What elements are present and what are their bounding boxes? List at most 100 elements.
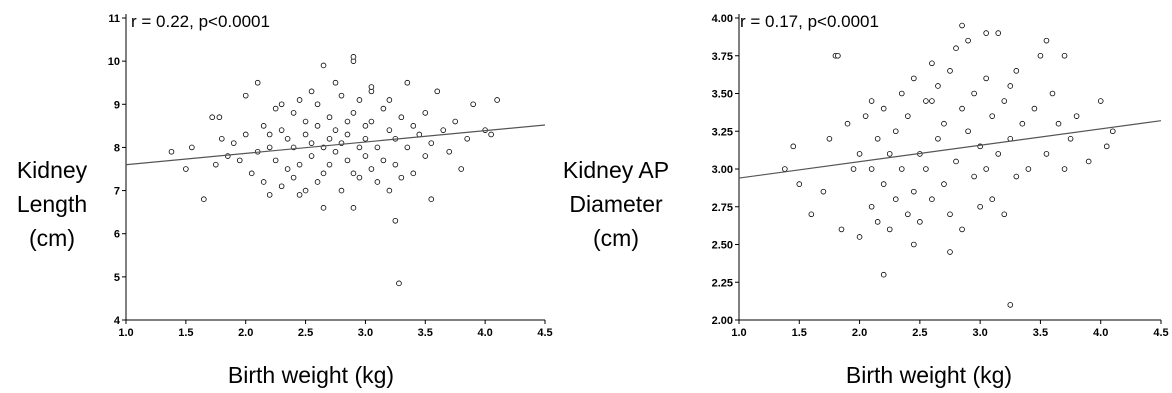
data-point [947,211,953,218]
data-point [338,92,345,99]
data-point [284,166,291,172]
data-point [971,90,977,97]
data-point [947,249,953,255]
data-point [904,211,911,218]
data-point [428,140,435,146]
data-point [236,157,243,164]
y-axis-label-line-3: (cm) [29,225,75,251]
data-point [911,241,917,248]
data-point [983,75,989,82]
data-point [941,120,947,127]
x-tick-label: 1.5 [792,327,807,339]
data-point [368,166,375,172]
data-point [1061,166,1068,172]
data-point [326,136,333,142]
data-point [398,114,405,121]
data-point [880,181,887,187]
data-point [350,110,357,116]
data-point [995,30,1002,36]
data-point [344,131,351,138]
data-point [290,174,297,181]
x-tick-label: 4.0 [477,327,492,339]
x-tick-label: 2.5 [912,327,927,339]
scatter-points [125,54,546,287]
y-tick-label: 4.00 [712,13,733,25]
data-point [1043,151,1050,157]
data-point [929,196,935,203]
data-point [320,62,327,69]
data-point [374,144,381,151]
data-point [362,153,369,159]
data-point [790,143,797,150]
data-point [350,170,357,177]
data-point [410,123,417,129]
y-tick-label: 3.75 [712,51,733,63]
data-point [314,179,321,185]
data-point [320,205,327,211]
data-point [356,97,363,103]
y-tick-label: 3.50 [712,89,733,101]
data-point [314,123,321,129]
data-point [332,79,339,86]
data-point [386,97,393,103]
data-point [302,131,309,138]
data-point [1097,98,1104,104]
data-point [183,166,189,172]
data-point [1103,143,1110,150]
data-point [284,136,291,142]
data-point [995,151,1002,157]
data-point [302,187,309,194]
data-point [947,68,953,74]
data-point [898,90,905,97]
data-point [212,161,219,168]
data-point [254,79,261,86]
data-point [338,187,345,194]
data-point [826,136,833,142]
axes: 2.00 2.25 2.50 2.75 3.00 3.25 3.50 3.75 4.00 1.0 1… [712,13,1169,339]
data-point [189,144,195,151]
kidney-length-chart: Kidney Length (cm) r = 0.22, p<0.0001 Bi… [17,12,553,388]
y-tick-label: 11 [108,13,120,25]
x-tick-label: 2.5 [298,327,313,339]
data-point [904,113,911,119]
y-tick-label: 2.25 [712,277,733,289]
data-point [278,127,285,133]
data-point [782,166,788,172]
data-point [965,37,971,44]
data-point [874,136,881,142]
data-point [350,54,357,60]
data-point [272,157,279,164]
data-point [218,136,225,142]
y-tick-label: 2.75 [712,202,733,214]
data-point [380,157,387,164]
data-point [332,148,339,155]
data-point [398,174,405,181]
axes: 4 5 6 7 8 9 10 11 1.0 1.5 2.0 2.5 3.0 3.5 4.0 4.5 [108,13,553,339]
data-point [868,166,875,172]
data-point [850,166,857,172]
data-point [923,166,929,172]
data-point [1037,52,1044,59]
data-point [868,203,875,210]
data-point [168,148,175,155]
data-point [856,151,863,157]
data-point [1067,136,1074,142]
y-tick-label: 9 [114,99,120,111]
data-point [929,98,935,104]
data-point [929,60,935,67]
data-point [844,120,851,127]
y-tick-label: 8 [114,142,120,154]
data-point [880,271,887,278]
data-point [296,161,303,168]
data-point [308,88,315,95]
data-point [820,188,827,195]
data-point [308,140,315,146]
correlation-annotation: r = 0.17, p<0.0001 [740,12,879,31]
data-point [1019,120,1026,127]
x-tick-label: 3.0 [972,327,987,339]
x-tick-label: 3.5 [418,327,433,339]
data-point [959,22,965,29]
data-point [350,205,357,211]
data-point [989,113,995,119]
data-point [1073,113,1080,119]
